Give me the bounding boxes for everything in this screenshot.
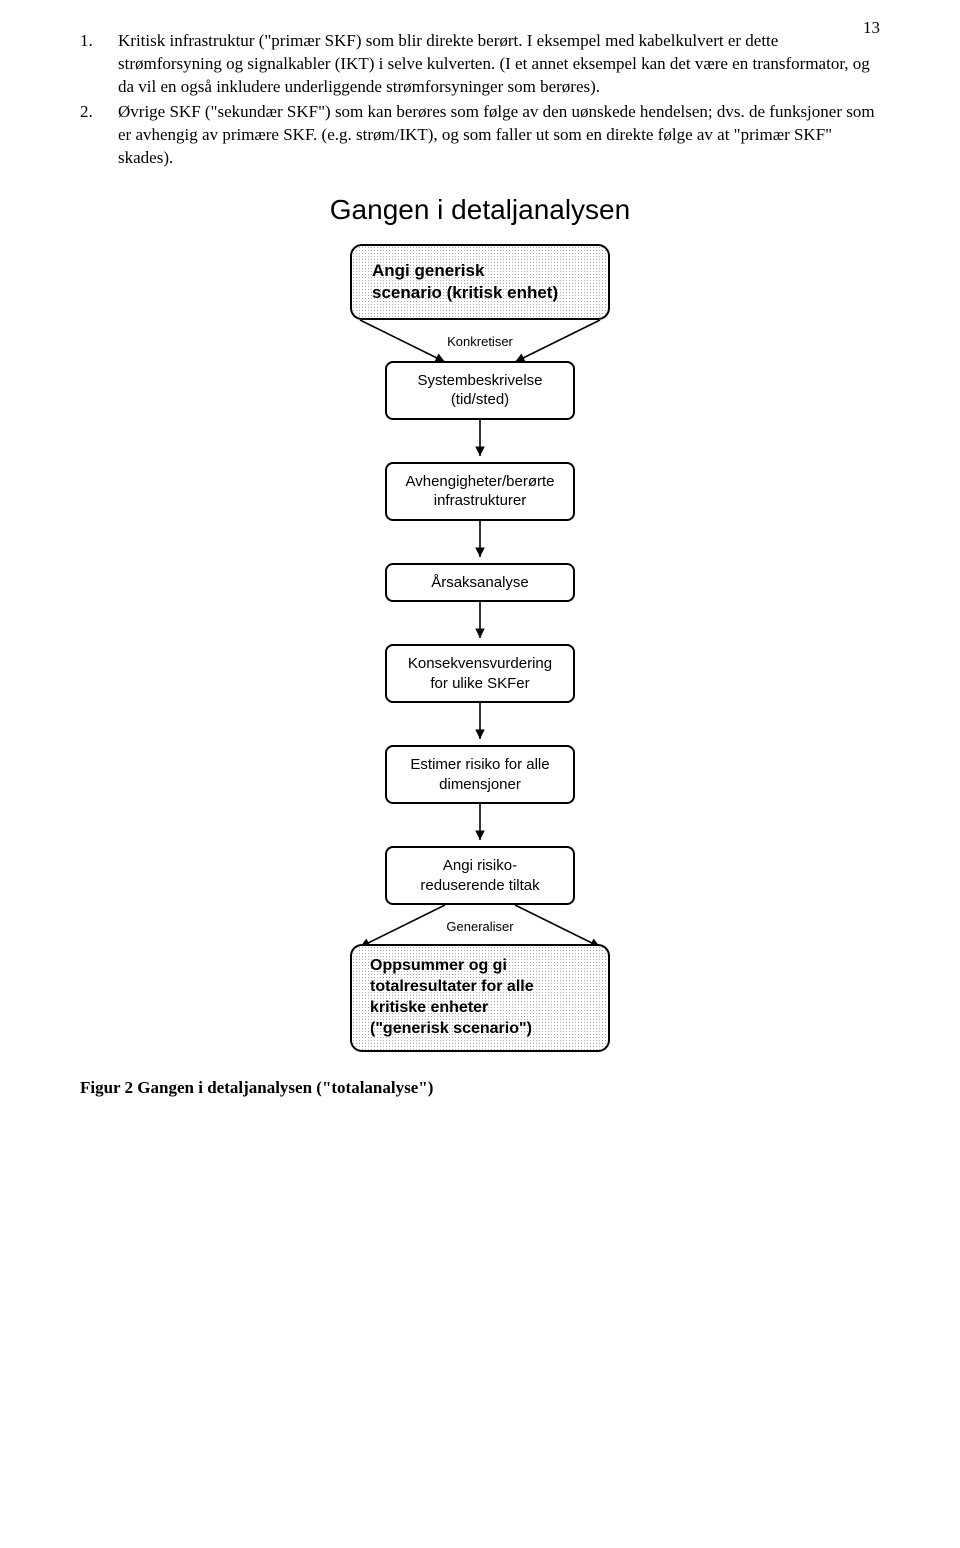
list-item: 2. Øvrige SKF ("sekundær SKF") som kan b… <box>80 101 880 170</box>
flow-node: Avhengigheter/berørteinfrastrukturer <box>385 462 575 521</box>
list-text: Kritisk infrastruktur ("primær SKF) som … <box>118 30 880 99</box>
connector-label: Konkretiser <box>447 334 513 349</box>
flow-node-end: Oppsummer og gitotalresultater for allek… <box>350 944 610 1051</box>
arrow-down <box>470 602 490 644</box>
flow-node: Konsekvensvurderingfor ulike SKFer <box>385 644 575 703</box>
flowchart: Angi generiskscenario (kritisk enhet) Ko… <box>80 244 880 1052</box>
flow-node: Angi risiko-reduserende tiltak <box>385 846 575 905</box>
flow-node-start: Angi generiskscenario (kritisk enhet) <box>350 244 610 320</box>
numbered-list: 1. Kritisk infrastruktur ("primær SKF) s… <box>80 30 880 170</box>
list-text: Øvrige SKF ("sekundær SKF") som kan berø… <box>118 101 880 170</box>
arrow-down <box>470 703 490 745</box>
diagram-title: Gangen i detaljanalysen <box>80 194 880 226</box>
list-item: 1. Kritisk infrastruktur ("primær SKF) s… <box>80 30 880 99</box>
flow-node: Årsaksanalyse <box>385 563 575 603</box>
connector-label: Generaliser <box>446 919 513 934</box>
list-number: 2. <box>80 101 118 170</box>
flow-node: Systembeskrivelse(tid/sted) <box>385 361 575 420</box>
page-number: 13 <box>863 18 880 38</box>
figure-caption: Figur 2 Gangen i detaljanalysen ("totala… <box>80 1078 880 1098</box>
arrow-down <box>470 420 490 462</box>
arrow-down <box>470 521 490 563</box>
arrow-down <box>470 804 490 846</box>
list-number: 1. <box>80 30 118 99</box>
flow-node: Estimer risiko for alledimensjoner <box>385 745 575 804</box>
